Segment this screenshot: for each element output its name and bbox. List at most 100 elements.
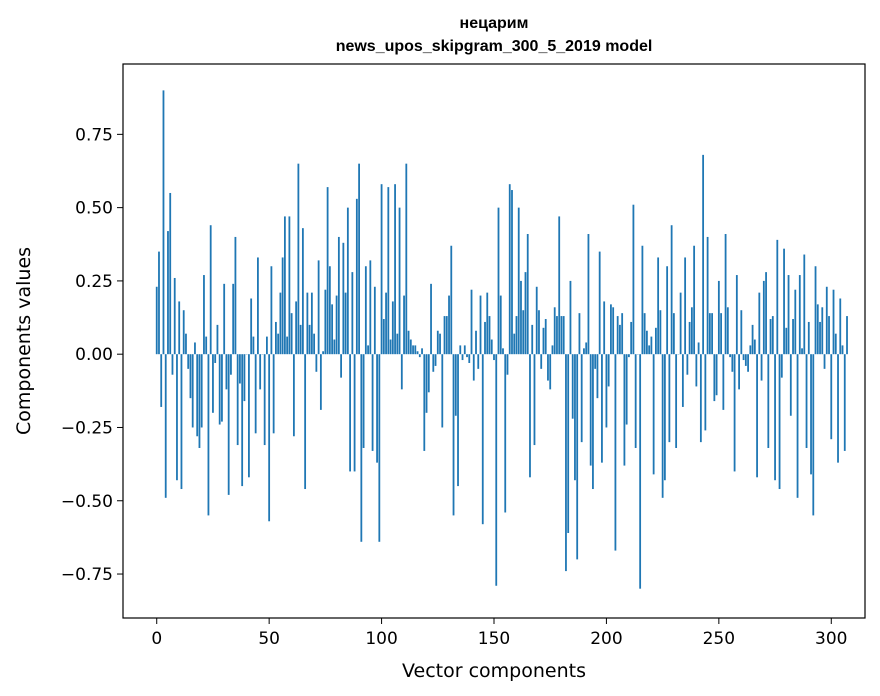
x-axis-label: Vector components (402, 660, 586, 682)
bars-group (155, 90, 848, 589)
bar (837, 354, 839, 463)
bar (477, 354, 480, 369)
bar (216, 324, 219, 355)
bar (340, 354, 342, 378)
bar (441, 354, 444, 428)
y-tick-label: 0.75 (75, 125, 113, 145)
bar (571, 354, 574, 419)
bar (704, 354, 707, 431)
bar (288, 216, 291, 355)
bar (367, 345, 369, 355)
bar (724, 234, 727, 355)
bar (479, 295, 482, 355)
bar (218, 354, 221, 425)
bar (360, 354, 363, 542)
bar (239, 354, 241, 384)
bar (495, 354, 498, 586)
bar (180, 354, 183, 490)
bar (780, 354, 783, 378)
bar (807, 321, 810, 355)
bar (679, 292, 682, 355)
bar (439, 333, 441, 355)
bar (803, 254, 806, 355)
bar (675, 354, 678, 448)
bar (544, 319, 547, 355)
x-axis-ticks: 0 50 100 150 200 250 300 (151, 618, 847, 649)
bar (326, 187, 329, 355)
y-tick-label: −0.50 (61, 492, 113, 512)
bar (603, 301, 606, 355)
bar (254, 354, 257, 434)
bar (241, 354, 244, 487)
bar (403, 295, 405, 355)
bar (407, 330, 410, 355)
y-tick-label: 0.50 (75, 199, 113, 219)
bar (760, 354, 763, 381)
bar (387, 187, 390, 355)
bar (733, 354, 736, 472)
bar (182, 310, 185, 355)
bar (686, 354, 689, 375)
bar (391, 301, 394, 355)
bar (155, 286, 158, 355)
bar (315, 354, 318, 372)
bar (463, 345, 466, 355)
bar (785, 327, 788, 355)
bar (801, 348, 803, 355)
bar (731, 354, 734, 372)
bar (798, 275, 801, 355)
bar (389, 339, 392, 355)
bar (279, 292, 282, 355)
bar (493, 354, 495, 361)
bar (212, 354, 214, 413)
bar (524, 272, 527, 355)
bar (448, 295, 450, 355)
bar (185, 333, 187, 355)
bar (380, 184, 383, 355)
bar (787, 275, 790, 355)
bar (335, 295, 338, 355)
bar (164, 354, 167, 498)
bar (394, 184, 396, 355)
bar (515, 316, 518, 355)
bar (639, 354, 642, 589)
bar (684, 257, 687, 355)
bar (832, 289, 835, 355)
bar (486, 292, 489, 355)
bar (711, 313, 713, 355)
bar (443, 316, 446, 355)
bar (601, 354, 603, 463)
bar (812, 354, 815, 516)
bar (623, 354, 626, 466)
bar (434, 354, 437, 366)
bar (576, 354, 579, 560)
bar (825, 286, 828, 355)
y-tick-label: 0.00 (75, 345, 113, 365)
bar (191, 354, 194, 428)
bar (619, 324, 621, 355)
bar (830, 354, 833, 440)
bar (823, 354, 826, 369)
bar (432, 354, 435, 372)
bar (299, 324, 302, 355)
bar (257, 257, 259, 355)
bar (457, 354, 459, 487)
bar (634, 354, 637, 448)
bar (616, 316, 619, 355)
bar (349, 354, 351, 472)
bar (551, 345, 554, 355)
bar (425, 354, 428, 413)
bar (592, 354, 594, 490)
bar (418, 354, 421, 358)
bar (511, 190, 513, 355)
bar (735, 275, 738, 355)
bar (776, 239, 779, 355)
bar (657, 257, 660, 355)
bar (223, 283, 226, 355)
x-tick-label: 250 (703, 629, 735, 649)
x-tick-label: 50 (258, 629, 280, 649)
bar (259, 354, 262, 390)
bar (758, 292, 761, 355)
bar (567, 354, 570, 533)
